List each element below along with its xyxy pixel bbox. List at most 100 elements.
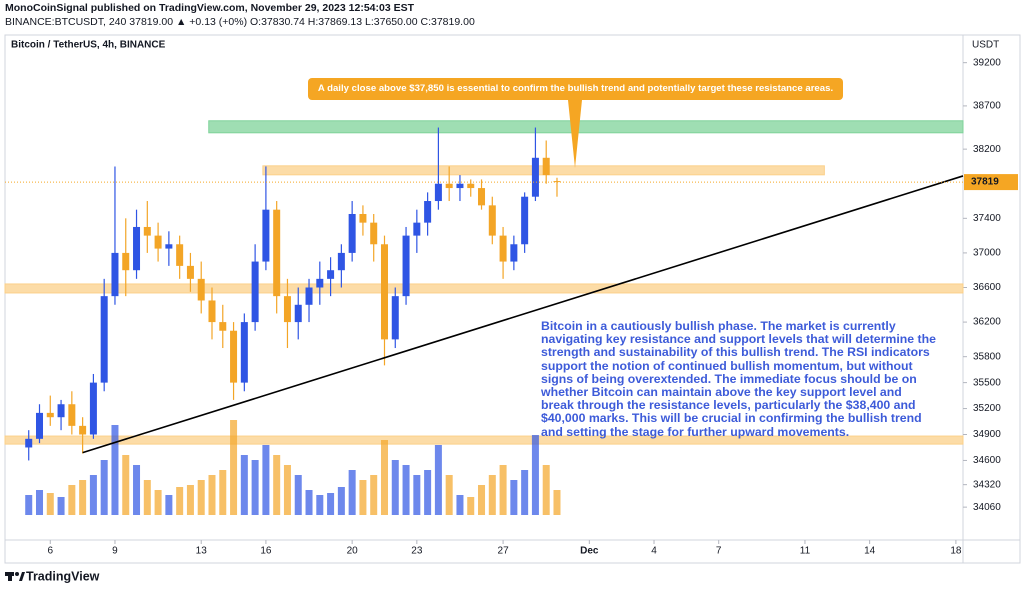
volume-bar <box>445 475 453 515</box>
x-tick-label: 20 <box>347 546 359 557</box>
zone <box>4 435 964 445</box>
y-tick-label: 35500 <box>973 377 1001 388</box>
volume-bar <box>100 460 108 515</box>
volume-bar <box>251 460 259 515</box>
x-tick-label: 14 <box>864 546 876 557</box>
volume-bar <box>57 497 65 515</box>
y-tick-label: 36200 <box>973 317 1001 328</box>
candle-body <box>273 209 281 297</box>
volume-bar <box>165 495 173 515</box>
candle-body <box>391 296 399 340</box>
volume-bar <box>143 480 151 515</box>
volume-bar <box>359 480 367 515</box>
candle-body <box>359 213 367 223</box>
volume-bar <box>197 480 205 515</box>
y-tick-label: 35200 <box>973 403 1001 414</box>
candle-body <box>122 252 130 271</box>
candle-body <box>337 252 345 271</box>
candle-body <box>240 322 248 383</box>
volume-bar <box>542 465 550 515</box>
candle-body <box>478 188 486 206</box>
candle-body <box>510 244 518 262</box>
trendline <box>82 175 964 454</box>
x-tick-label: 23 <box>411 546 423 557</box>
y-tick-label: 35800 <box>973 351 1001 362</box>
logo: TradingView <box>5 569 100 583</box>
volume-bar <box>510 480 518 515</box>
logo-icon <box>8 572 12 581</box>
candle-body <box>434 183 442 202</box>
volume-bar <box>521 470 529 515</box>
candle-body <box>25 438 33 448</box>
volume-bar <box>380 440 388 515</box>
candle-body <box>456 183 464 189</box>
logo-icon <box>15 572 19 576</box>
volume-bar <box>370 475 378 515</box>
zone <box>208 120 964 134</box>
volume-bar <box>208 475 216 515</box>
volume-bar <box>68 485 76 515</box>
volume-bar <box>35 490 44 515</box>
volume-bar <box>327 493 335 515</box>
volume-bar <box>186 485 194 515</box>
candle-body <box>402 235 410 297</box>
volume-bar <box>89 475 97 515</box>
volume-bar <box>273 455 281 515</box>
logo-text: TradingView <box>26 569 100 583</box>
volume-bar <box>467 497 475 515</box>
y-tick-label: 38700 <box>973 101 1001 112</box>
candle-body <box>380 244 388 340</box>
x-tick-label: 16 <box>260 546 272 557</box>
candle-body <box>176 244 184 266</box>
candle-body <box>251 261 259 323</box>
x-tick-label: 11 <box>800 546 811 557</box>
candle-body <box>283 296 291 323</box>
candle-body <box>89 382 97 435</box>
volume-bar <box>230 420 238 515</box>
candle-body <box>262 209 270 262</box>
y-tick-label: 38200 <box>973 144 1001 155</box>
candle-body <box>413 222 421 236</box>
candle-body <box>316 278 324 288</box>
chart-frame <box>4 34 1021 564</box>
volume-bar <box>305 490 313 515</box>
candle-body <box>46 412 54 418</box>
volume-bar <box>122 455 130 515</box>
y-tick-label: 39200 <box>973 57 1001 68</box>
candle-body <box>370 222 378 245</box>
axis-unit: USDT <box>972 40 999 51</box>
candle-body <box>521 196 529 245</box>
volume-bar <box>478 485 486 515</box>
candle-body <box>230 330 238 383</box>
volume-bar <box>25 495 33 515</box>
candle-body <box>165 244 173 249</box>
volume-bar <box>553 490 561 515</box>
candle-body <box>186 265 194 279</box>
publisher: MonoCoinSignal published on TradingView.… <box>5 2 415 14</box>
last-price-box <box>964 174 1018 191</box>
volume-bar <box>488 475 496 515</box>
candle-body <box>542 157 550 176</box>
candle-body <box>197 278 205 301</box>
candle-body <box>327 270 335 279</box>
callout: A daily close above $37,850 is essential… <box>308 78 843 100</box>
volume-bar <box>219 470 227 515</box>
symbol-line: BINANCE:BTCUSDT, 240 37819.00 ▲ +0.13 (+… <box>5 16 475 28</box>
analysis-text: Bitcoin in a cautiously bullish phase. T… <box>541 319 936 439</box>
y-tick-label: 36600 <box>973 282 1001 293</box>
volume-bar <box>46 493 54 515</box>
candle-body <box>424 201 432 223</box>
x-tick-label: 4 <box>651 546 657 557</box>
volume-bar <box>348 470 356 515</box>
volume-bar <box>176 487 184 515</box>
candle-body <box>79 425 87 435</box>
logo-icon <box>19 572 25 581</box>
x-tick-label: 18 <box>950 546 962 557</box>
volume-bar <box>111 425 119 515</box>
candle-body <box>531 157 539 197</box>
volume-bar <box>337 487 345 515</box>
x-tick-label: 7 <box>716 546 722 557</box>
candle-body <box>348 213 356 253</box>
